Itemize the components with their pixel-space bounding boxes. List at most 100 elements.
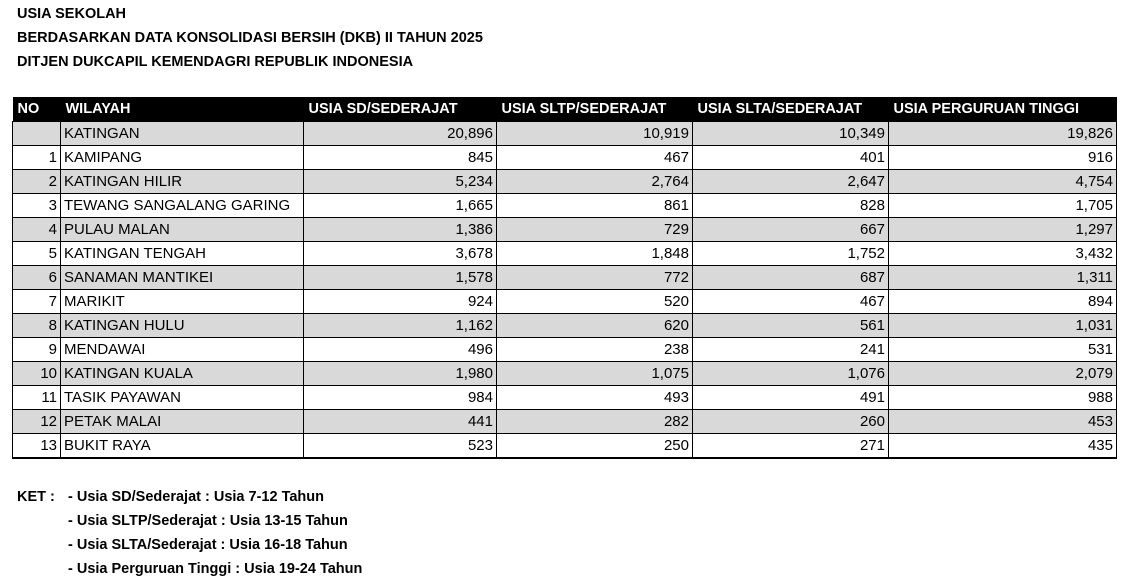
table-row: 7 MARIKIT 924 520 467 894 [12,289,1117,314]
ket-item: - Usia SD/Sederajat : Usia 7-12 Tahun [68,489,324,505]
cell-wilayah: KATINGAN [60,121,304,146]
cell-sltp: 1,075 [496,361,693,386]
cell-no [12,121,61,146]
cell-pt: 453 [888,409,1117,434]
cell-sltp: 493 [496,385,693,410]
cell-sd: 1,162 [303,313,497,338]
cell-wilayah: KATINGAN KUALA [60,361,304,386]
cell-pt: 988 [888,385,1117,410]
cell-wilayah: MENDAWAI [60,337,304,362]
cell-slta: 260 [692,409,889,434]
title-line-2: BERDASARKAN DATA KONSOLIDASI BERSIH (DKB… [17,30,483,46]
header-slta: USIA SLTA/SEDERAJAT [692,97,889,122]
cell-slta: 1,752 [692,241,889,266]
cell-sltp: 238 [496,337,693,362]
table-row: 6 SANAMAN MANTIKEI 1,578 772 687 1,311 [12,265,1117,290]
table-row: KATINGAN 20,896 10,919 10,349 19,826 [12,121,1117,146]
table-row: 13 BUKIT RAYA 523 250 271 435 [12,433,1117,459]
cell-slta: 828 [692,193,889,218]
cell-sd: 1,980 [303,361,497,386]
table-row: 2 KATINGAN HILIR 5,234 2,764 2,647 4,754 [12,169,1117,194]
cell-pt: 531 [888,337,1117,362]
cell-sltp: 250 [496,433,693,459]
cell-slta: 687 [692,265,889,290]
cell-sltp: 467 [496,145,693,170]
cell-sd: 1,578 [303,265,497,290]
cell-sltp: 729 [496,217,693,242]
table-row: 3 TEWANG SANGALANG GARING 1,665 861 828 1,705 [12,193,1117,218]
cell-no: 6 [12,265,61,290]
header-sd: USIA SD/SEDERAJAT [303,97,497,122]
header-wilayah: WILAYAH [60,97,304,122]
cell-slta: 491 [692,385,889,410]
cell-wilayah: BUKIT RAYA [60,433,304,459]
ket-label: KET : [17,489,55,505]
cell-pt: 3,432 [888,241,1117,266]
cell-pt: 1,705 [888,193,1117,218]
table-row: 4 PULAU MALAN 1,386 729 667 1,297 [12,217,1117,242]
title-line-1: USIA SEKOLAH [17,6,127,22]
table-row: 1 KAMIPANG 845 467 401 916 [12,145,1117,170]
cell-pt: 19,826 [888,121,1117,146]
cell-wilayah: KATINGAN HULU [60,313,304,338]
cell-sd: 20,896 [303,121,497,146]
cell-slta: 10,349 [692,121,889,146]
cell-wilayah: TEWANG SANGALANG GARING [60,193,304,218]
cell-sltp: 772 [496,265,693,290]
cell-slta: 1,076 [692,361,889,386]
cell-sd: 924 [303,289,497,314]
cell-sd: 496 [303,337,497,362]
cell-no: 11 [12,385,61,410]
cell-no: 5 [12,241,61,266]
cell-no: 10 [12,361,61,386]
cell-wilayah: MARIKIT [60,289,304,314]
cell-sd: 984 [303,385,497,410]
cell-sd: 1,386 [303,217,497,242]
cell-no: 13 [12,433,61,459]
cell-no: 1 [12,145,61,170]
cell-no: 12 [12,409,61,434]
cell-sd: 3,678 [303,241,497,266]
cell-pt: 2,079 [888,361,1117,386]
cell-no: 3 [12,193,61,218]
cell-pt: 1,031 [888,313,1117,338]
table-row: 10 KATINGAN KUALA 1,980 1,075 1,076 2,079 [12,361,1117,386]
cell-no: 4 [12,217,61,242]
cell-slta: 271 [692,433,889,459]
cell-slta: 401 [692,145,889,170]
cell-sltp: 520 [496,289,693,314]
cell-no: 8 [12,313,61,338]
cell-wilayah: KAMIPANG [60,145,304,170]
cell-wilayah: SANAMAN MANTIKEI [60,265,304,290]
table-row: 11 TASIK PAYAWAN 984 493 491 988 [12,385,1117,410]
cell-wilayah: KATINGAN HILIR [60,169,304,194]
cell-sd: 845 [303,145,497,170]
cell-sd: 5,234 [303,169,497,194]
cell-sltp: 620 [496,313,693,338]
cell-no: 9 [12,337,61,362]
cell-wilayah: KATINGAN TENGAH [60,241,304,266]
cell-wilayah: TASIK PAYAWAN [60,385,304,410]
cell-slta: 561 [692,313,889,338]
header-no: NO [12,97,61,122]
cell-wilayah: PETAK MALAI [60,409,304,434]
cell-sltp: 1,848 [496,241,693,266]
cell-slta: 2,647 [692,169,889,194]
cell-no: 2 [12,169,61,194]
data-table: NO WILAYAH USIA SD/SEDERAJAT USIA SLTP/S… [12,97,1117,459]
cell-sltp: 10,919 [496,121,693,146]
cell-sltp: 2,764 [496,169,693,194]
cell-pt: 916 [888,145,1117,170]
table-row: 5 KATINGAN TENGAH 3,678 1,848 1,752 3,432 [12,241,1117,266]
header-row: NO WILAYAH USIA SD/SEDERAJAT USIA SLTP/S… [12,97,1117,122]
cell-pt: 894 [888,289,1117,314]
cell-pt: 4,754 [888,169,1117,194]
cell-sd: 441 [303,409,497,434]
cell-no: 7 [12,289,61,314]
ket-item: - Usia SLTP/Sederajat : Usia 13-15 Tahun [68,513,348,529]
cell-sltp: 861 [496,193,693,218]
cell-slta: 241 [692,337,889,362]
cell-sltp: 282 [496,409,693,434]
cell-wilayah: PULAU MALAN [60,217,304,242]
table-row: 8 KATINGAN HULU 1,162 620 561 1,031 [12,313,1117,338]
